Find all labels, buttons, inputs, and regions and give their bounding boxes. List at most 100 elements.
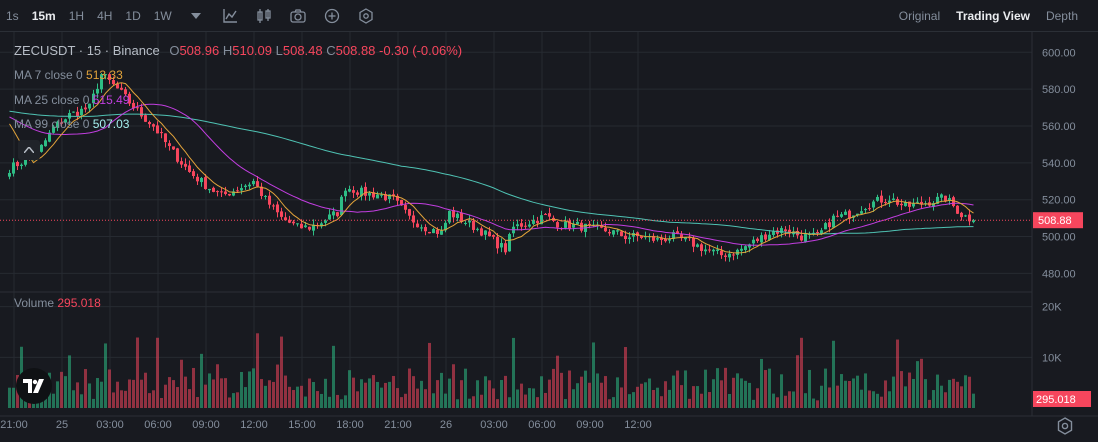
volume-bar [112,392,115,408]
candle-body [752,239,755,244]
volume-bar [252,368,255,408]
view-depth[interactable]: Depth [1045,9,1078,23]
candle-body [696,244,699,247]
volume-bar [436,380,439,408]
candle-body [668,239,671,241]
volume-bar [440,372,443,408]
price-tick-label: 600.00 [1042,47,1076,59]
candle-body [704,249,707,252]
volume-bar [500,380,503,408]
volume-bar [576,383,579,408]
time-tick-label: 03:00 [96,419,124,431]
candle-body [968,214,971,222]
volume-bar [372,375,375,408]
volume-bar [516,389,519,408]
volume-bar [172,380,175,408]
volume-bar [552,368,555,408]
candle-body [556,222,559,228]
candle-body [356,192,359,195]
timeframe-1h[interactable]: 1H [68,8,85,23]
timeframe-1s[interactable]: 1s [6,8,19,23]
candle-body [72,111,75,113]
ma7-value: 513.33 [86,68,123,82]
chart-toolbar: 1s 15m 1H 4H 1D 1W Original Trading View… [0,0,1098,32]
volume-bar [808,369,811,408]
volume-bar [204,384,207,408]
candle-body [140,107,143,117]
candle-body [412,215,415,223]
ma7-label: MA 7 close 0 [14,68,83,82]
volume-bar [412,376,415,408]
candle-body [136,107,139,109]
volume-bar [40,398,43,408]
volume-bar [196,397,199,408]
timeframe-1d[interactable]: 1D [125,8,141,23]
candle-body [400,199,403,206]
time-tick-label: 21:00 [384,419,412,431]
volume-bar [216,364,219,408]
volume-bar [244,387,247,408]
candle-body [404,204,407,210]
volume-bar [900,371,903,408]
candle-body [488,231,491,237]
view-original[interactable]: Original [898,9,941,23]
candle-body [292,221,295,224]
volume-bar [448,378,451,408]
plus-circle-icon[interactable] [323,7,341,25]
volume-bar [68,355,71,408]
ma99-line [9,110,974,235]
candle-body [228,193,231,196]
candle-body [372,192,375,198]
volume-bar [780,374,783,408]
volume-bar [248,371,251,408]
volume-bar [840,374,843,408]
view-trading-view[interactable]: Trading View [956,9,1030,23]
candle-style-icon[interactable] [255,7,273,25]
chevron-down-icon[interactable] [187,7,205,25]
volume-bar [960,386,963,408]
candle-body [908,201,911,207]
volume-bar [788,391,791,408]
camera-icon[interactable] [289,7,307,25]
volume-bar [104,343,107,408]
volume-bar [588,382,591,408]
volume-bar [948,379,951,408]
timeframe-1w[interactable]: 1W [153,8,172,23]
settings-hex-icon[interactable] [357,7,375,25]
axis-settings-icon[interactable] [1055,416,1075,436]
candle-body [68,113,71,119]
candle-body [652,235,655,241]
volume-bar [876,393,879,408]
volume-bar [792,391,795,408]
candle-body [972,220,975,223]
symbol-title: ZECUSDT · 15 · Binance [14,43,160,58]
volume-bar [116,381,119,408]
candle-body [500,243,503,248]
volume-bar [304,396,307,408]
collapse-legend-button[interactable] [18,140,40,160]
ma25-label: MA 25 close 0 [14,93,90,107]
price-chart[interactable]: 600.00 580.00 560.00 540.00 520.00 500.00 480.… [0,32,1098,442]
candle-body [468,220,471,223]
volume-bar [580,376,583,408]
timeframe-15m[interactable]: 15m [31,8,56,23]
candle-body [952,197,955,207]
last-volume-label: 295.018 [1036,394,1076,406]
candle-body [756,238,759,242]
volume-bar [408,368,411,408]
volume-bar [864,373,867,408]
volume-bar [324,378,327,408]
candle-body [828,222,831,228]
tradingview-logo[interactable] [16,368,52,404]
candle-body [692,237,695,247]
volume-bar [956,381,959,408]
timeframe-4h[interactable]: 4H [97,8,113,23]
candle-body [664,238,667,242]
volume-bar [756,388,759,408]
volume-bar [376,381,379,408]
candle-body [340,196,343,215]
volume-bar [848,380,851,408]
candle-body [184,163,187,167]
volume-bar [476,380,479,408]
indicator-icon[interactable] [221,7,239,25]
